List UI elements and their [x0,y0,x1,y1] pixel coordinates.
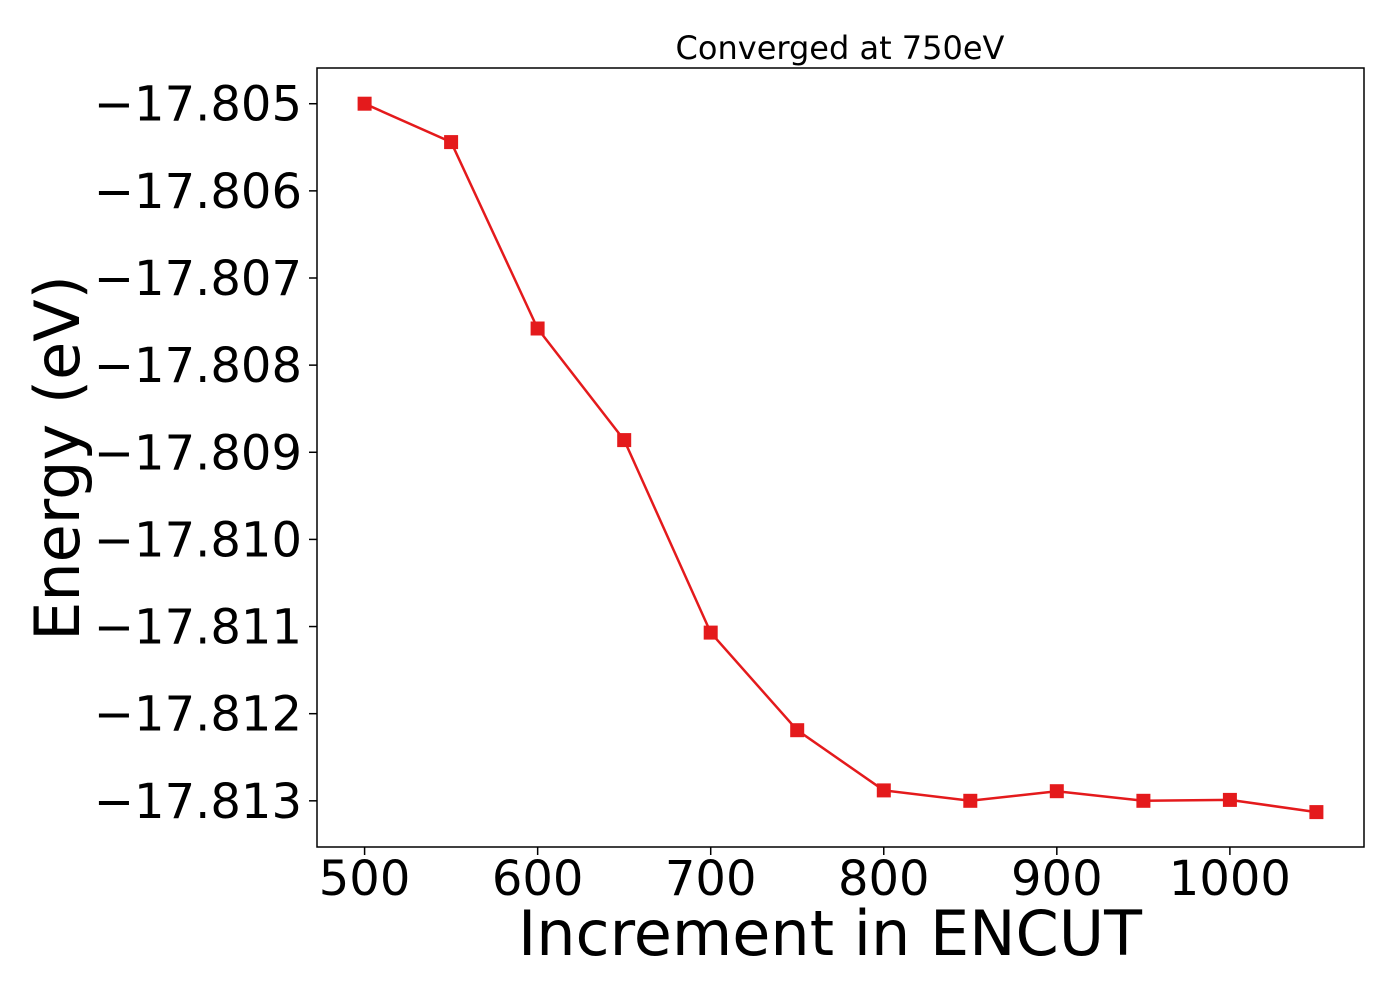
x-axis-label: Increment in ENCUT [518,897,1143,970]
data-point-marker [444,135,459,150]
y-tick-label: −17.813 [94,774,302,830]
data-point-marker [1049,784,1064,799]
y-tick-label: −17.812 [94,687,302,743]
x-tick-label: 600 [492,851,584,907]
x-tick-label: 800 [838,851,930,907]
data-point-marker [617,433,632,448]
data-point-marker [1222,792,1237,807]
data-point-marker [1136,793,1151,808]
y-tick-label: −17.809 [94,425,302,481]
data-point-marker [530,321,545,336]
series-layer [357,96,1324,820]
y-tick-label: −17.808 [94,338,302,394]
chart-title: Converged at 750eV [676,29,1005,67]
y-axis-label: Energy (eV) [21,275,94,641]
x-tick-label: 900 [1011,851,1103,907]
y-tick-label: −17.811 [94,600,302,656]
y-tick-label: −17.805 [94,77,302,133]
data-point-marker [703,625,718,640]
y-tick-label: −17.807 [94,251,302,307]
data-point-marker [1309,805,1324,820]
x-tick-label: 700 [665,851,757,907]
x-axis: 500 600 700 800 900 1000 [319,847,1291,907]
data-point-marker [357,96,372,111]
data-point-marker [790,723,805,738]
y-axis: −17.805 −17.806 −17.807 −17.808 −17.809 −17.8… [94,77,317,830]
y-tick-label: −17.806 [94,164,302,220]
data-point-marker [963,793,978,808]
plot-frame [316,67,1365,848]
series-line [364,102,1317,814]
data-point-marker [876,783,891,798]
y-tick-label: −17.810 [94,512,302,568]
x-tick-label: 500 [319,851,411,907]
x-tick-label: 1000 [1169,851,1291,907]
